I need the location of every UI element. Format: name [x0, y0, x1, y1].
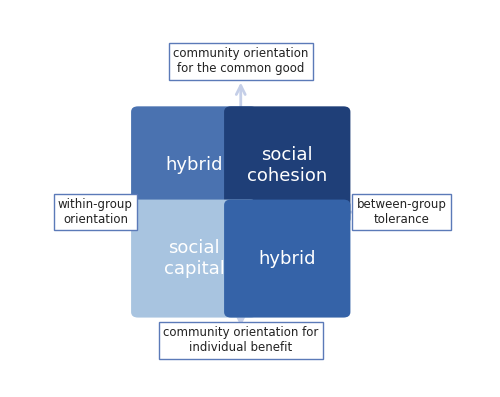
Text: hybrid: hybrid	[258, 250, 316, 268]
Text: social
capital: social capital	[164, 239, 224, 278]
Text: social
cohesion: social cohesion	[247, 146, 328, 185]
Text: hybrid: hybrid	[166, 156, 223, 174]
FancyBboxPatch shape	[224, 106, 350, 224]
FancyBboxPatch shape	[131, 200, 258, 318]
Text: between-group
tolerance: between-group tolerance	[356, 198, 446, 226]
Text: community orientation
for the common good: community orientation for the common goo…	[173, 47, 308, 75]
Text: community orientation for
individual benefit: community orientation for individual ben…	[163, 326, 318, 355]
Text: within-group
orientation: within-group orientation	[58, 198, 133, 226]
FancyBboxPatch shape	[131, 106, 258, 224]
FancyBboxPatch shape	[224, 200, 350, 318]
